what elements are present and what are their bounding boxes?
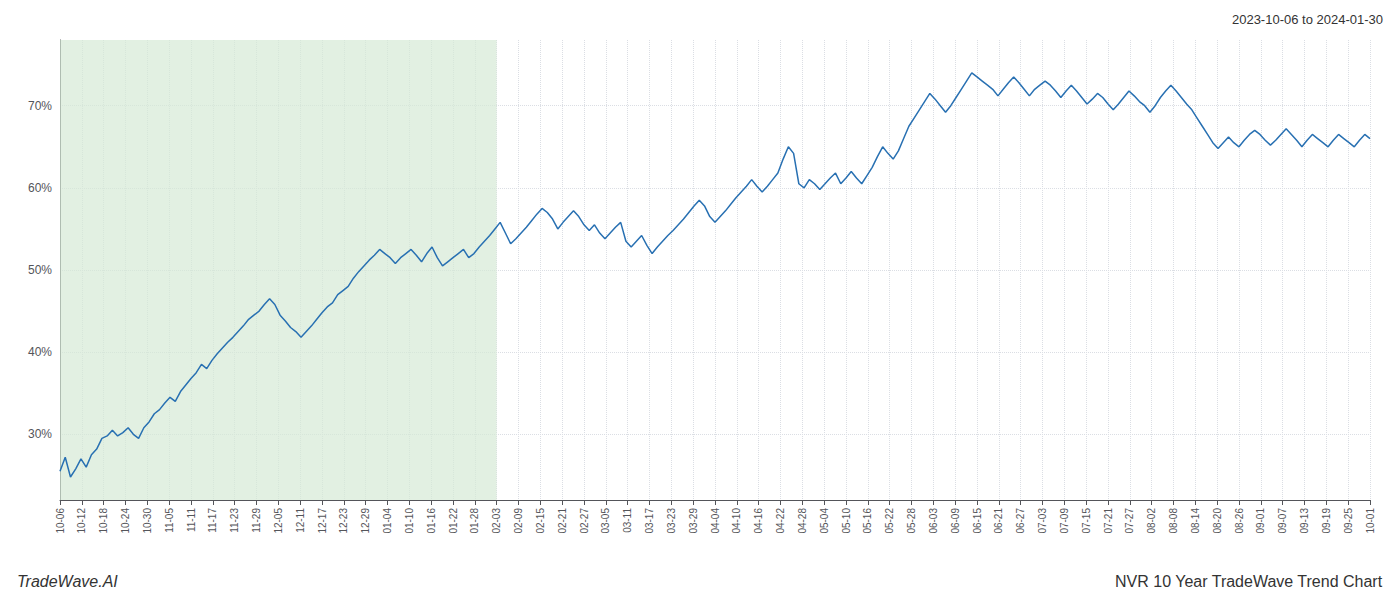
- svg-text:12-11: 12-11: [295, 508, 306, 533]
- svg-text:08-02: 08-02: [1146, 508, 1157, 534]
- svg-text:09-25: 09-25: [1343, 508, 1354, 534]
- svg-text:2023-10-06 to 2024-01-30: 2023-10-06 to 2024-01-30: [1232, 12, 1383, 27]
- svg-text:11-05: 11-05: [164, 508, 175, 533]
- svg-text:NVR 10 Year TradeWave Trend Ch: NVR 10 Year TradeWave Trend Chart: [1115, 573, 1383, 590]
- svg-text:10-24: 10-24: [120, 508, 131, 534]
- svg-text:02-27: 02-27: [579, 508, 590, 534]
- svg-text:60%: 60%: [28, 181, 52, 195]
- svg-text:06-15: 06-15: [972, 508, 983, 534]
- svg-text:07-21: 07-21: [1103, 508, 1114, 534]
- svg-text:02-21: 02-21: [557, 508, 568, 534]
- svg-text:10-18: 10-18: [98, 508, 109, 534]
- svg-text:11-11: 11-11: [186, 508, 197, 533]
- svg-text:05-16: 05-16: [862, 508, 873, 534]
- svg-text:11-23: 11-23: [229, 508, 240, 533]
- svg-text:04-04: 04-04: [710, 508, 721, 534]
- svg-text:10-06: 10-06: [55, 508, 66, 534]
- svg-text:05-28: 05-28: [906, 508, 917, 534]
- svg-text:03-05: 03-05: [600, 508, 611, 534]
- svg-text:05-10: 05-10: [841, 508, 852, 534]
- svg-text:01-10: 01-10: [404, 508, 415, 534]
- svg-text:12-17: 12-17: [317, 508, 328, 534]
- svg-text:08-08: 08-08: [1168, 508, 1179, 534]
- svg-text:06-21: 06-21: [993, 508, 1004, 534]
- svg-text:01-04: 01-04: [382, 508, 393, 534]
- svg-text:10-30: 10-30: [142, 508, 153, 534]
- svg-text:07-09: 07-09: [1059, 508, 1070, 534]
- svg-text:TradeWave.AI: TradeWave.AI: [17, 573, 118, 590]
- svg-text:05-22: 05-22: [884, 508, 895, 534]
- svg-text:30%: 30%: [28, 427, 52, 441]
- svg-text:06-27: 06-27: [1015, 508, 1026, 534]
- svg-text:08-14: 08-14: [1190, 508, 1201, 534]
- svg-text:40%: 40%: [28, 345, 52, 359]
- svg-text:01-16: 01-16: [426, 508, 437, 534]
- svg-text:03-11: 03-11: [622, 508, 633, 533]
- svg-text:03-29: 03-29: [688, 508, 699, 534]
- svg-text:09-13: 09-13: [1299, 508, 1310, 534]
- svg-text:12-23: 12-23: [338, 508, 349, 534]
- svg-text:04-16: 04-16: [753, 508, 764, 534]
- svg-text:04-10: 04-10: [731, 508, 742, 534]
- svg-text:02-15: 02-15: [535, 508, 546, 534]
- svg-text:04-28: 04-28: [797, 508, 808, 534]
- svg-text:03-23: 03-23: [666, 508, 677, 534]
- svg-text:06-09: 06-09: [950, 508, 961, 534]
- svg-text:70%: 70%: [28, 99, 52, 113]
- svg-text:50%: 50%: [28, 263, 52, 277]
- svg-text:02-09: 02-09: [513, 508, 524, 534]
- svg-text:03-17: 03-17: [644, 508, 655, 534]
- svg-text:08-26: 08-26: [1234, 508, 1245, 534]
- svg-text:12-29: 12-29: [360, 508, 371, 534]
- svg-text:10-01: 10-01: [1365, 508, 1376, 534]
- svg-text:07-27: 07-27: [1124, 508, 1135, 534]
- svg-text:08-20: 08-20: [1212, 508, 1223, 534]
- svg-text:11-17: 11-17: [207, 508, 218, 533]
- svg-text:11-29: 11-29: [251, 508, 262, 533]
- svg-text:06-03: 06-03: [928, 508, 939, 534]
- svg-text:09-07: 09-07: [1277, 508, 1288, 534]
- svg-text:02-03: 02-03: [491, 508, 502, 534]
- svg-text:05-04: 05-04: [819, 508, 830, 534]
- svg-text:09-01: 09-01: [1255, 508, 1266, 534]
- svg-text:04-22: 04-22: [775, 508, 786, 534]
- svg-text:07-03: 07-03: [1037, 508, 1048, 534]
- svg-text:09-19: 09-19: [1321, 508, 1332, 534]
- svg-text:01-22: 01-22: [448, 508, 459, 534]
- svg-text:07-15: 07-15: [1081, 508, 1092, 534]
- svg-text:01-28: 01-28: [469, 508, 480, 534]
- svg-text:10-12: 10-12: [76, 508, 87, 534]
- svg-text:12-05: 12-05: [273, 508, 284, 534]
